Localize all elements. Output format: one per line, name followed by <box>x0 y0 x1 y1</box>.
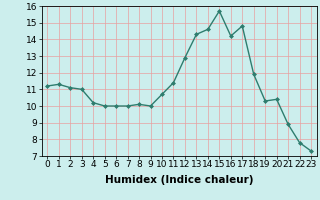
X-axis label: Humidex (Indice chaleur): Humidex (Indice chaleur) <box>105 175 253 185</box>
